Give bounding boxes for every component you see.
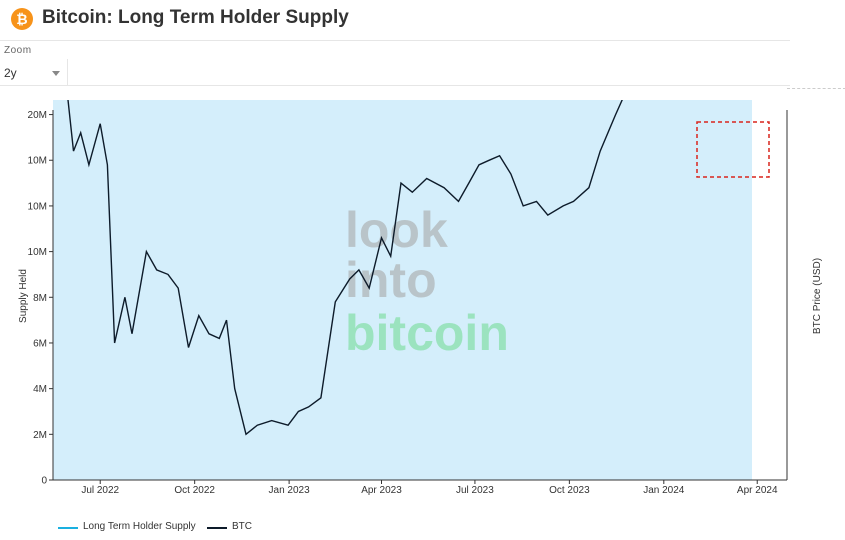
y-tick-label: 4M [33,384,47,395]
legend-label-lths[interactable]: Long Term Holder Supply [83,521,196,532]
legend-swatch-lths [58,527,78,529]
zoom-value: 2y [4,66,17,80]
watermark-line2: into [345,252,437,308]
divider [787,30,845,89]
legend-label-btc[interactable]: BTC [232,521,252,532]
zoom-bar: Zoom 2y [0,40,790,86]
y-tick-label: 10M [28,201,47,212]
header: ₿ Bitcoin: Long Term Holder Supply [0,0,845,38]
watermark-line3: bitcoin [345,305,509,361]
y-tick-label: 0 [41,476,47,487]
x-tick-label: Jul 2022 [81,485,119,496]
y-tick-label: 10M [28,247,47,258]
chart: look into bitcoin 0 2M 4M 6M 8M 10M 10M 10M 20M J… [18,100,823,496]
chevron-down-icon [52,71,60,76]
legend-swatch-btc [207,527,227,529]
page-title: Bitcoin: Long Term Holder Supply [42,7,349,28]
y-tick-label: 20M [28,110,47,121]
y-tick-label: 2M [33,430,47,441]
y-tick-label: 10M [28,156,47,167]
bitcoin-icon: ₿ [11,8,33,30]
y-tick-label: 6M [33,338,47,349]
series-line-btc [67,100,623,436]
y-axis-label: Supply Held [18,269,29,323]
x-tick-label: Oct 2022 [174,485,215,496]
zoom-label: Zoom [4,45,32,56]
x-tick-label: Jan 2024 [643,485,685,496]
watermark: look into bitcoin [345,202,509,361]
highlight-box [696,121,770,178]
zoom-select[interactable]: 2y [0,59,68,85]
y-tick-label: 8M [33,293,47,304]
x-tick-label: Apr 2024 [737,485,778,496]
y2-axis-label: BTC Price (USD) [812,258,823,334]
x-tick-label: Apr 2023 [361,485,402,496]
x-tick-label: Jan 2023 [269,485,311,496]
lths-area [53,100,752,480]
x-tick-label: Oct 2023 [549,485,590,496]
x-tick-label: Jul 2023 [456,485,494,496]
